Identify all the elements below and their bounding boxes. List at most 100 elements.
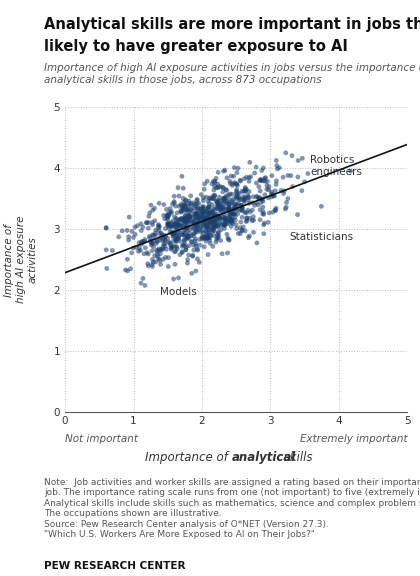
Point bbox=[270, 207, 276, 217]
Point bbox=[273, 156, 280, 165]
Point bbox=[175, 233, 182, 242]
Point bbox=[278, 186, 284, 195]
Point bbox=[149, 230, 156, 240]
Point bbox=[244, 214, 250, 223]
Point bbox=[249, 198, 256, 207]
Point bbox=[184, 206, 190, 215]
Point bbox=[178, 214, 184, 223]
Point bbox=[155, 255, 162, 264]
Point bbox=[217, 207, 224, 216]
Point bbox=[221, 224, 228, 233]
Point bbox=[260, 176, 267, 185]
Point bbox=[347, 166, 354, 176]
Point bbox=[165, 262, 172, 271]
Point bbox=[173, 234, 180, 243]
Point bbox=[163, 205, 170, 214]
Point bbox=[225, 206, 232, 215]
Point bbox=[189, 217, 196, 226]
Point bbox=[167, 240, 174, 249]
Point bbox=[243, 217, 249, 226]
Point bbox=[224, 199, 231, 208]
Point bbox=[231, 209, 237, 218]
Point bbox=[185, 219, 192, 228]
Point bbox=[234, 189, 241, 198]
Point bbox=[215, 200, 222, 209]
Point bbox=[215, 228, 222, 237]
Point bbox=[179, 204, 186, 213]
Point bbox=[186, 207, 193, 217]
Point bbox=[196, 225, 203, 234]
Point bbox=[203, 210, 210, 219]
Point bbox=[171, 197, 178, 206]
Point bbox=[226, 214, 232, 223]
Point bbox=[195, 211, 202, 220]
Point bbox=[201, 216, 207, 225]
Point bbox=[229, 214, 236, 223]
Point bbox=[199, 211, 206, 221]
Point bbox=[216, 215, 223, 224]
Point bbox=[209, 200, 215, 209]
Point bbox=[184, 232, 190, 241]
Point bbox=[259, 195, 265, 204]
Point bbox=[193, 209, 199, 218]
Point bbox=[172, 202, 179, 211]
Point bbox=[176, 202, 182, 211]
Point bbox=[190, 245, 197, 255]
Point bbox=[211, 212, 218, 221]
Point bbox=[178, 229, 185, 238]
Point bbox=[167, 228, 173, 237]
Point bbox=[214, 204, 220, 214]
Point bbox=[231, 199, 238, 209]
Point bbox=[273, 176, 280, 185]
Point bbox=[182, 200, 189, 210]
Point bbox=[212, 177, 218, 186]
Point bbox=[215, 213, 221, 222]
Point bbox=[214, 196, 220, 206]
Text: Importance of: Importance of bbox=[145, 451, 232, 464]
Point bbox=[223, 185, 229, 194]
Point bbox=[234, 185, 240, 194]
Point bbox=[227, 209, 234, 218]
Point bbox=[205, 209, 211, 218]
Point bbox=[281, 186, 288, 195]
Point bbox=[208, 214, 215, 223]
Point bbox=[272, 206, 279, 215]
Point bbox=[194, 196, 200, 205]
Point bbox=[210, 222, 217, 232]
Point bbox=[213, 183, 220, 192]
Point bbox=[171, 228, 178, 237]
Point bbox=[242, 226, 249, 236]
Point bbox=[162, 214, 168, 223]
Point bbox=[243, 214, 250, 223]
Point bbox=[269, 190, 276, 199]
Point bbox=[192, 201, 199, 210]
Point bbox=[208, 231, 215, 240]
Point bbox=[228, 217, 235, 226]
Point bbox=[201, 215, 207, 225]
Point bbox=[203, 206, 210, 215]
Point bbox=[144, 259, 151, 268]
Point bbox=[210, 194, 217, 203]
Point bbox=[223, 218, 230, 228]
Point bbox=[295, 156, 302, 165]
Point bbox=[161, 239, 168, 248]
Point bbox=[209, 207, 215, 216]
Point bbox=[222, 193, 229, 202]
Point bbox=[206, 219, 213, 229]
Point bbox=[171, 213, 178, 222]
Point bbox=[193, 215, 200, 224]
Point bbox=[210, 177, 217, 186]
Point bbox=[136, 238, 142, 247]
Point bbox=[198, 190, 205, 199]
Point bbox=[211, 214, 218, 223]
Point bbox=[220, 197, 227, 206]
Point bbox=[237, 176, 244, 185]
Point bbox=[192, 213, 199, 222]
Point bbox=[149, 218, 156, 227]
Point bbox=[178, 207, 184, 217]
Point bbox=[187, 212, 194, 221]
Point bbox=[179, 204, 186, 213]
Point bbox=[183, 234, 190, 243]
Point bbox=[227, 179, 234, 188]
Point bbox=[185, 211, 192, 220]
